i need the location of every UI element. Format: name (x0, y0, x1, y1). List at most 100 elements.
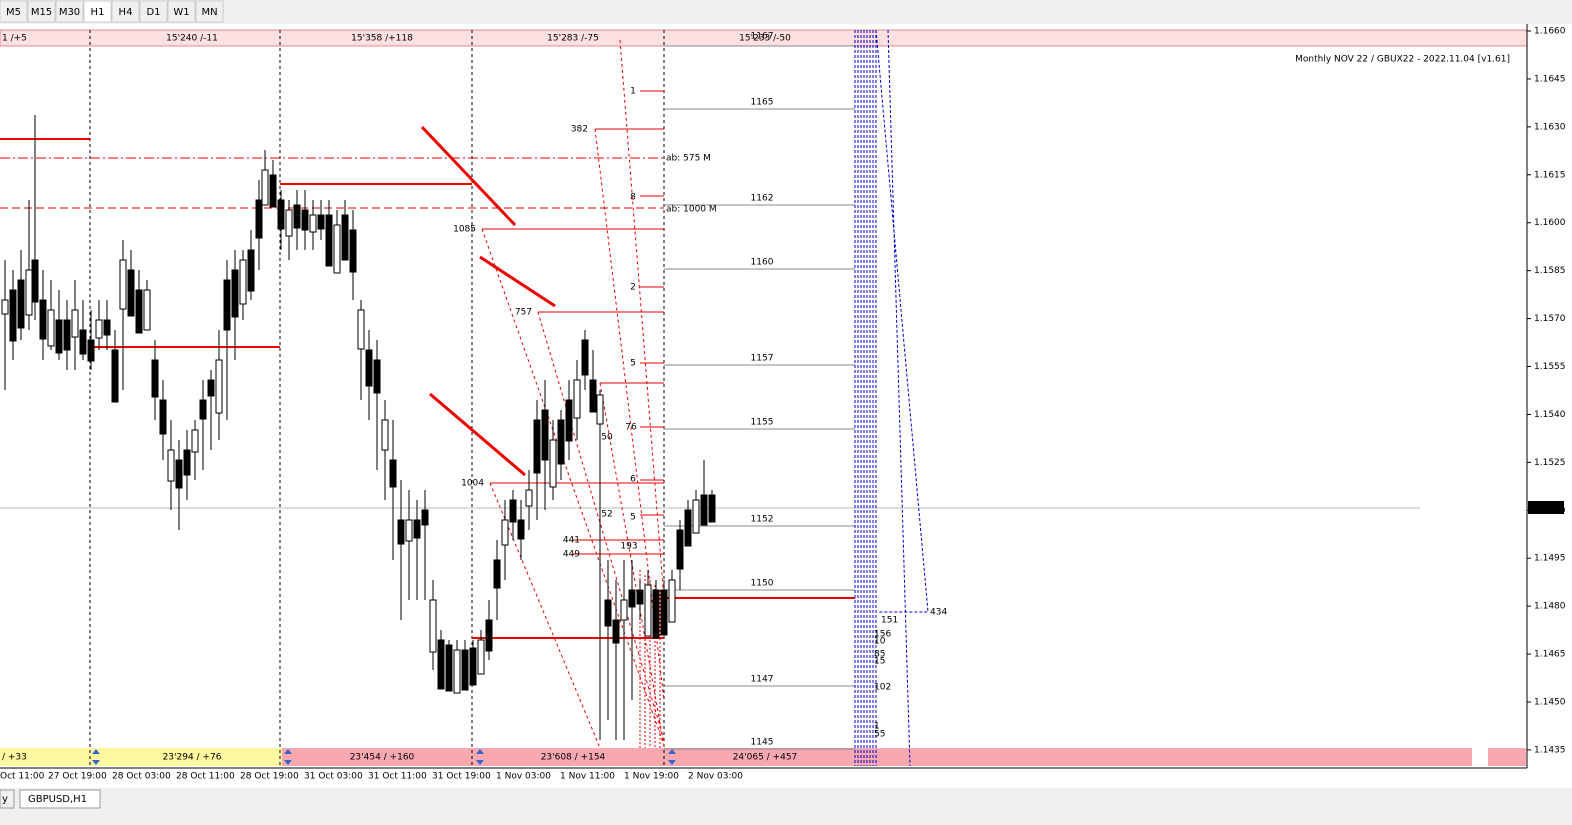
candle (485, 619, 493, 652)
timeframe-label[interactable]: W1 (173, 7, 189, 18)
current-price-box (1528, 501, 1564, 514)
blue-label: 10 (874, 637, 886, 647)
timeframe-button[interactable] (139, 0, 168, 23)
candle (676, 529, 684, 570)
period-marker (284, 749, 292, 765)
level-label: 1157 (751, 354, 774, 364)
timeframe-button[interactable] (195, 0, 224, 23)
period-marker (92, 749, 100, 765)
tab[interactable] (0, 789, 15, 809)
candle (453, 649, 461, 694)
time-label: Oct 11:00 (0, 772, 45, 782)
candle (175, 459, 183, 489)
candle (652, 589, 660, 639)
level-label: 1147 (751, 675, 774, 685)
price-tick-label: 1.1645 (1534, 74, 1566, 84)
price-tick-label: 1.1570 (1534, 314, 1566, 324)
timeframe-button[interactable] (111, 0, 140, 23)
time-label: 1 Nov 19:00 (624, 772, 679, 782)
candle (151, 359, 159, 398)
blue-label: 1 (874, 722, 880, 732)
bottom-bar-label: 23'454 / +160 (350, 753, 415, 763)
price-tick-label: 1.1465 (1534, 650, 1566, 660)
blue-label: 151 (881, 616, 898, 626)
candle (708, 494, 716, 523)
candle (660, 589, 668, 636)
time-label: 28 Oct 19:00 (240, 772, 299, 782)
price-tick-label: 1.1435 (1534, 745, 1566, 755)
level-label: 1160 (751, 258, 774, 268)
time-label: 28 Oct 03:00 (112, 772, 171, 782)
candle (127, 269, 135, 317)
blue-label: 15 (874, 657, 885, 667)
candle (25, 269, 33, 316)
timeframe-label[interactable]: H1 (91, 7, 105, 18)
candle (239, 259, 247, 305)
fib-label: 50 (601, 433, 613, 443)
candle (596, 394, 604, 425)
time-label: 2 Nov 03:00 (688, 772, 743, 782)
candle (612, 619, 620, 644)
candle (692, 499, 700, 534)
candle (413, 519, 421, 539)
candle (277, 199, 285, 230)
tab-strip (0, 788, 1572, 825)
blue-label: 156 (874, 630, 891, 640)
candle (135, 289, 143, 334)
price-tick-label: 1.1585 (1534, 266, 1566, 276)
candle (215, 359, 223, 414)
price-tick-label: 1.1600 (1534, 218, 1566, 228)
timeframe-button[interactable] (27, 0, 56, 23)
level-label: 1150 (751, 579, 774, 589)
candle (549, 439, 557, 488)
blue-cluster (854, 29, 929, 767)
timeframe-label[interactable]: H4 (119, 7, 133, 18)
candle (581, 339, 589, 376)
timeframe-button[interactable] (167, 0, 196, 23)
candle (381, 419, 389, 451)
timeframe-label[interactable]: D1 (146, 7, 160, 18)
red-annotation: ab: 1000 M (666, 205, 717, 215)
session-separators (89, 30, 665, 766)
timeframe-label[interactable]: M5 (6, 7, 21, 18)
top-bar-label: 15'240 /-11 (166, 34, 218, 44)
candle (469, 647, 477, 686)
candle (103, 319, 111, 336)
candle (325, 214, 333, 267)
timeframe-label[interactable]: M30 (59, 7, 80, 18)
tab-label[interactable]: GBPUSD,H1 (28, 794, 87, 805)
candle (573, 379, 581, 419)
toolbar (0, 0, 1572, 24)
timeframe-button[interactable] (0, 0, 28, 23)
top-bar-label: 1 /+5 (2, 34, 27, 44)
candle (421, 509, 429, 526)
tab[interactable] (19, 789, 101, 809)
fib-label: 1 (630, 87, 636, 97)
fib-label: 6 (630, 475, 636, 485)
time-label: 27 Oct 19:00 (48, 772, 107, 782)
timeframe-label[interactable]: MN (201, 7, 217, 18)
timeframe-label[interactable]: M15 (31, 7, 52, 18)
candle (668, 579, 676, 623)
red-annotation: ab: 575 M (666, 154, 711, 164)
candle (47, 309, 55, 347)
timeframe-button[interactable] (83, 0, 112, 23)
price-tick-label: 1.1630 (1534, 122, 1566, 132)
candle (365, 349, 373, 387)
candle (55, 319, 63, 354)
fib-label: 193 (620, 542, 637, 552)
candle (644, 584, 652, 637)
candle (31, 259, 39, 303)
timeframe-button[interactable] (55, 0, 84, 23)
level-label: 1165 (751, 98, 774, 108)
tab-label[interactable]: y (2, 794, 8, 805)
blue-label: 102 (874, 683, 891, 693)
candle (493, 559, 501, 589)
candle (79, 329, 87, 355)
candle (477, 639, 485, 675)
candle (293, 204, 301, 229)
bottom-bar-label: 23'608 / +154 (541, 753, 606, 763)
candle (349, 229, 357, 273)
candle (309, 214, 317, 233)
